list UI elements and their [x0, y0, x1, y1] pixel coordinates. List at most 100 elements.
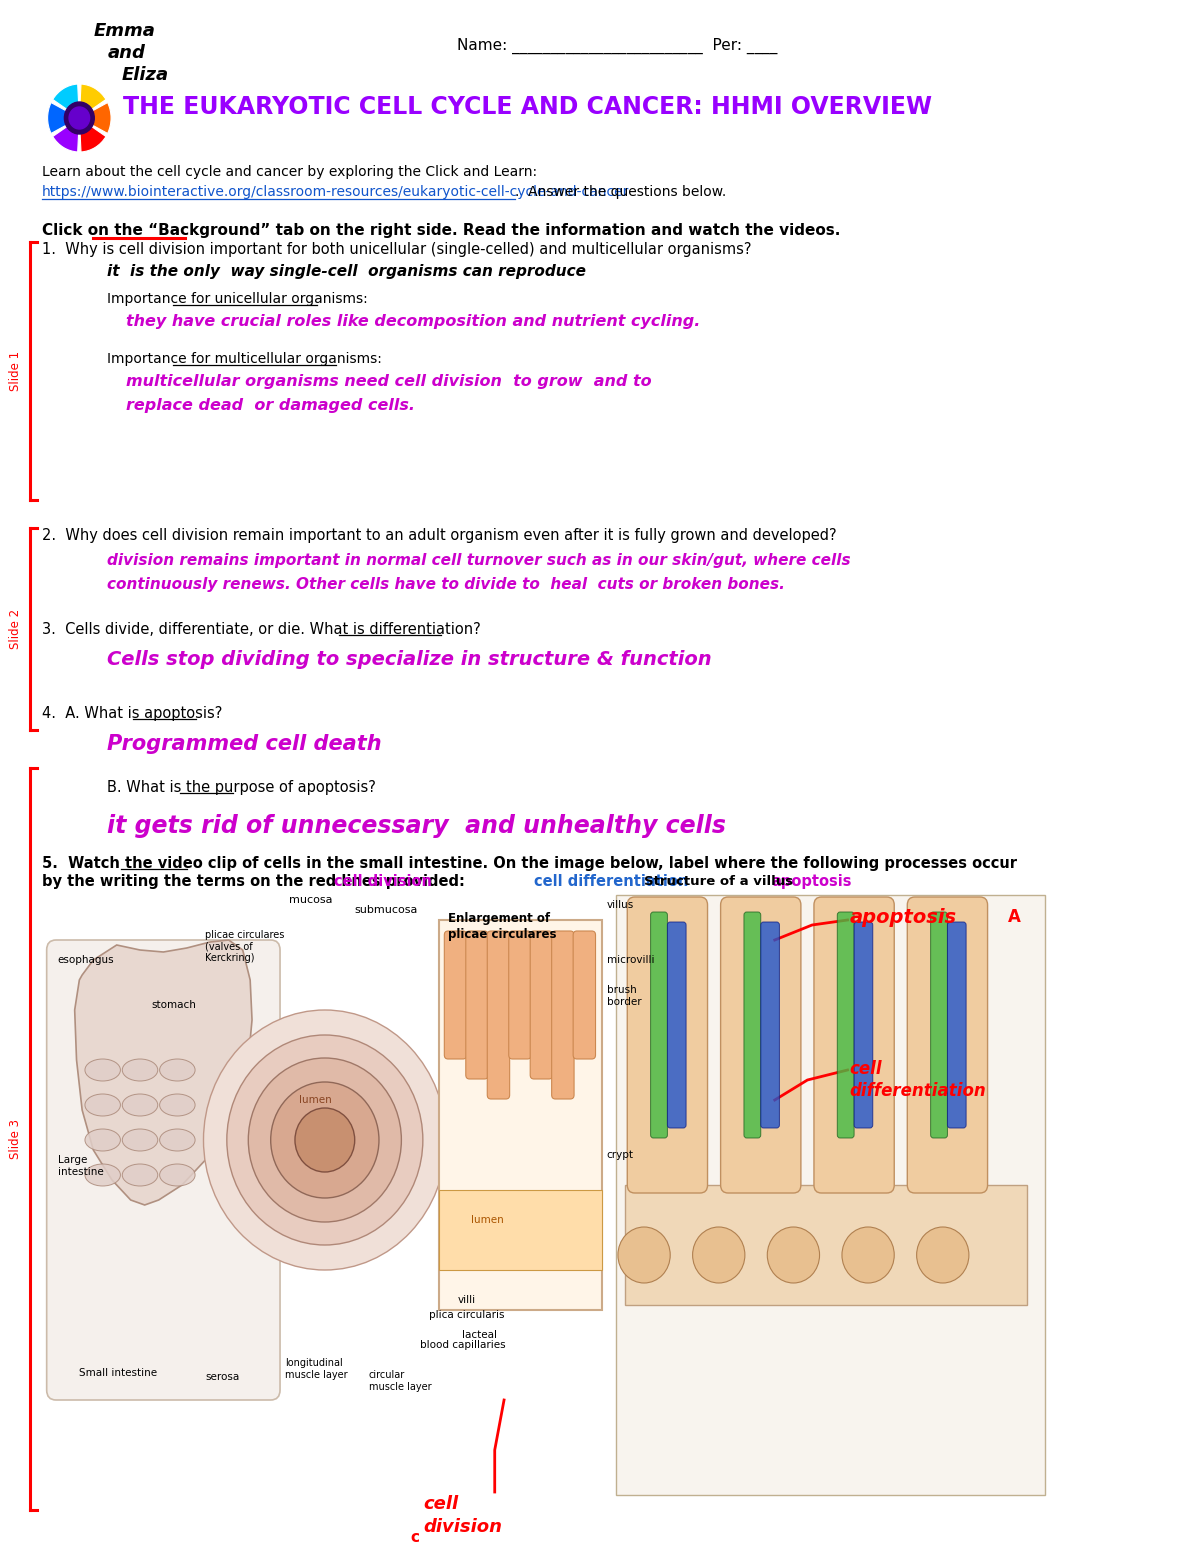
Text: c: c	[410, 1530, 420, 1545]
Text: Slide 2: Slide 2	[10, 608, 23, 649]
Text: Name: _________________________  Per: ____: Name: _________________________ Per: ___…	[457, 37, 778, 54]
Wedge shape	[48, 103, 79, 134]
Circle shape	[295, 1108, 355, 1172]
Text: 2.  Why does cell division remain important to an adult organism even after it i: 2. Why does cell division remain importa…	[42, 527, 836, 543]
Circle shape	[692, 1228, 745, 1284]
FancyBboxPatch shape	[814, 896, 894, 1193]
FancyBboxPatch shape	[721, 896, 800, 1193]
Text: cell division: cell division	[334, 874, 432, 888]
Text: Enlargement of: Enlargement of	[448, 912, 550, 924]
Circle shape	[767, 1228, 820, 1284]
FancyBboxPatch shape	[47, 940, 280, 1400]
Text: replace dead  or damaged cells.: replace dead or damaged cells.	[126, 398, 415, 412]
Text: and: and	[107, 44, 145, 62]
Wedge shape	[79, 103, 112, 134]
Text: Learn about the cell cycle and cancer by exploring the Click and Learn:: Learn about the cell cycle and cancer by…	[42, 165, 538, 179]
Text: esophagus: esophagus	[58, 955, 114, 965]
Text: cell: cell	[422, 1495, 458, 1512]
FancyBboxPatch shape	[948, 923, 966, 1128]
Ellipse shape	[122, 1094, 157, 1116]
Circle shape	[248, 1058, 401, 1221]
Text: continuously renews. Other cells have to divide to  heal  cuts or broken bones.: continuously renews. Other cells have to…	[107, 577, 785, 591]
Text: https://www.biointeractive.org/classroom-resources/eukaryotic-cell-cycle-and-can: https://www.biointeractive.org/classroom…	[42, 185, 629, 199]
Text: apoptosis: apoptosis	[772, 874, 852, 888]
FancyBboxPatch shape	[509, 930, 532, 1060]
Text: submucosa: submucosa	[355, 906, 418, 915]
Text: Slide 3: Slide 3	[10, 1119, 23, 1159]
Text: Small intestine: Small intestine	[79, 1368, 157, 1379]
Text: lumen: lumen	[299, 1095, 331, 1105]
Bar	[625, 1186, 1027, 1305]
Wedge shape	[53, 84, 79, 118]
Bar	[616, 895, 1045, 1495]
Ellipse shape	[160, 1164, 196, 1186]
Text: they have crucial roles like decomposition and nutrient cycling.: they have crucial roles like decompositi…	[126, 314, 701, 328]
Text: Cells stop dividing to specialize in structure & function: Cells stop dividing to specialize in str…	[107, 650, 712, 669]
Text: Importance for multicellular organisms:: Importance for multicellular organisms:	[107, 352, 383, 366]
Text: Structure of a villus: Structure of a villus	[644, 874, 793, 888]
Text: plicae circulares
(valves of
Kerckring): plicae circulares (valves of Kerckring)	[205, 930, 284, 963]
Text: B. What is the purpose of apoptosis?: B. What is the purpose of apoptosis?	[107, 780, 377, 795]
Text: 3.  Cells divide, differentiate, or die. What is differentiation?: 3. Cells divide, differentiate, or die. …	[42, 622, 481, 636]
Text: plicae circulares: plicae circulares	[448, 927, 557, 941]
Ellipse shape	[160, 1130, 196, 1151]
FancyBboxPatch shape	[552, 930, 574, 1099]
FancyBboxPatch shape	[667, 923, 686, 1128]
FancyBboxPatch shape	[466, 930, 488, 1078]
Wedge shape	[79, 118, 106, 152]
Text: 4.  A. What is apoptosis?: 4. A. What is apoptosis?	[42, 706, 222, 720]
Bar	[439, 920, 602, 1310]
Text: Programmed cell death: Programmed cell death	[107, 734, 382, 755]
Text: Eliza: Eliza	[121, 65, 168, 84]
Text: Click on the “Background” tab on the right side. Read the information and watch : Click on the “Background” tab on the rig…	[42, 223, 840, 238]
Text: .  Answer the questions below.: . Answer the questions below.	[515, 185, 726, 199]
Ellipse shape	[160, 1094, 196, 1116]
Text: 1.  Why is cell division important for both unicellular (single-celled) and mult: 1. Why is cell division important for bo…	[42, 243, 751, 257]
Ellipse shape	[122, 1060, 157, 1081]
Circle shape	[271, 1081, 379, 1198]
Text: Large
intestine: Large intestine	[58, 1155, 103, 1176]
Ellipse shape	[160, 1060, 196, 1081]
Text: by the writing the terms on the red lines provided:: by the writing the terms on the red line…	[42, 874, 464, 888]
Text: mucosa: mucosa	[289, 895, 332, 906]
Text: microvilli: microvilli	[607, 955, 654, 965]
Text: brush
border: brush border	[607, 985, 641, 1007]
FancyBboxPatch shape	[854, 923, 872, 1128]
Text: lumen: lumen	[472, 1215, 504, 1225]
Text: longitudinal
muscle layer: longitudinal muscle layer	[284, 1358, 347, 1380]
Text: villi: villi	[457, 1295, 475, 1305]
Text: plica circularis: plica circularis	[430, 1310, 505, 1319]
Text: it  is the only  way single-cell  organisms can reproduce: it is the only way single-cell organisms…	[107, 265, 587, 279]
Circle shape	[917, 1228, 968, 1284]
Text: stomach: stomach	[151, 1001, 196, 1010]
Text: division remains important in normal cell turnover such as in our skin/gut, wher: division remains important in normal cel…	[107, 552, 851, 568]
Text: blood capillaries: blood capillaries	[420, 1340, 505, 1351]
FancyBboxPatch shape	[444, 930, 467, 1060]
Ellipse shape	[85, 1060, 120, 1081]
Text: multicellular organisms need cell division  to grow  and to: multicellular organisms need cell divisi…	[126, 373, 652, 389]
Text: apoptosis: apoptosis	[850, 909, 956, 927]
Text: cell: cell	[850, 1060, 882, 1078]
Bar	[439, 1190, 602, 1270]
Circle shape	[842, 1228, 894, 1284]
FancyBboxPatch shape	[838, 912, 854, 1137]
Text: lacteal: lacteal	[462, 1330, 497, 1340]
FancyBboxPatch shape	[574, 930, 595, 1060]
Text: Emma: Emma	[94, 22, 155, 40]
Ellipse shape	[85, 1094, 120, 1116]
Ellipse shape	[85, 1164, 120, 1186]
Text: villus: villus	[607, 899, 634, 910]
Text: cell differentiation: cell differentiation	[534, 874, 689, 888]
FancyBboxPatch shape	[530, 930, 552, 1078]
Circle shape	[70, 107, 90, 129]
FancyBboxPatch shape	[650, 912, 667, 1137]
FancyBboxPatch shape	[628, 896, 708, 1193]
Circle shape	[65, 103, 95, 134]
Text: 5.  Watch the video clip of cells in the small intestine. On the image below, la: 5. Watch the video clip of cells in the …	[42, 856, 1018, 871]
Text: it gets rid of unnecessary  and unhealthy cells: it gets rid of unnecessary and unhealthy…	[107, 814, 726, 839]
Text: differentiation: differentiation	[850, 1081, 986, 1100]
Text: A: A	[1008, 909, 1021, 926]
Text: Slide 1: Slide 1	[10, 352, 23, 391]
Polygon shape	[74, 940, 252, 1204]
Ellipse shape	[85, 1130, 120, 1151]
